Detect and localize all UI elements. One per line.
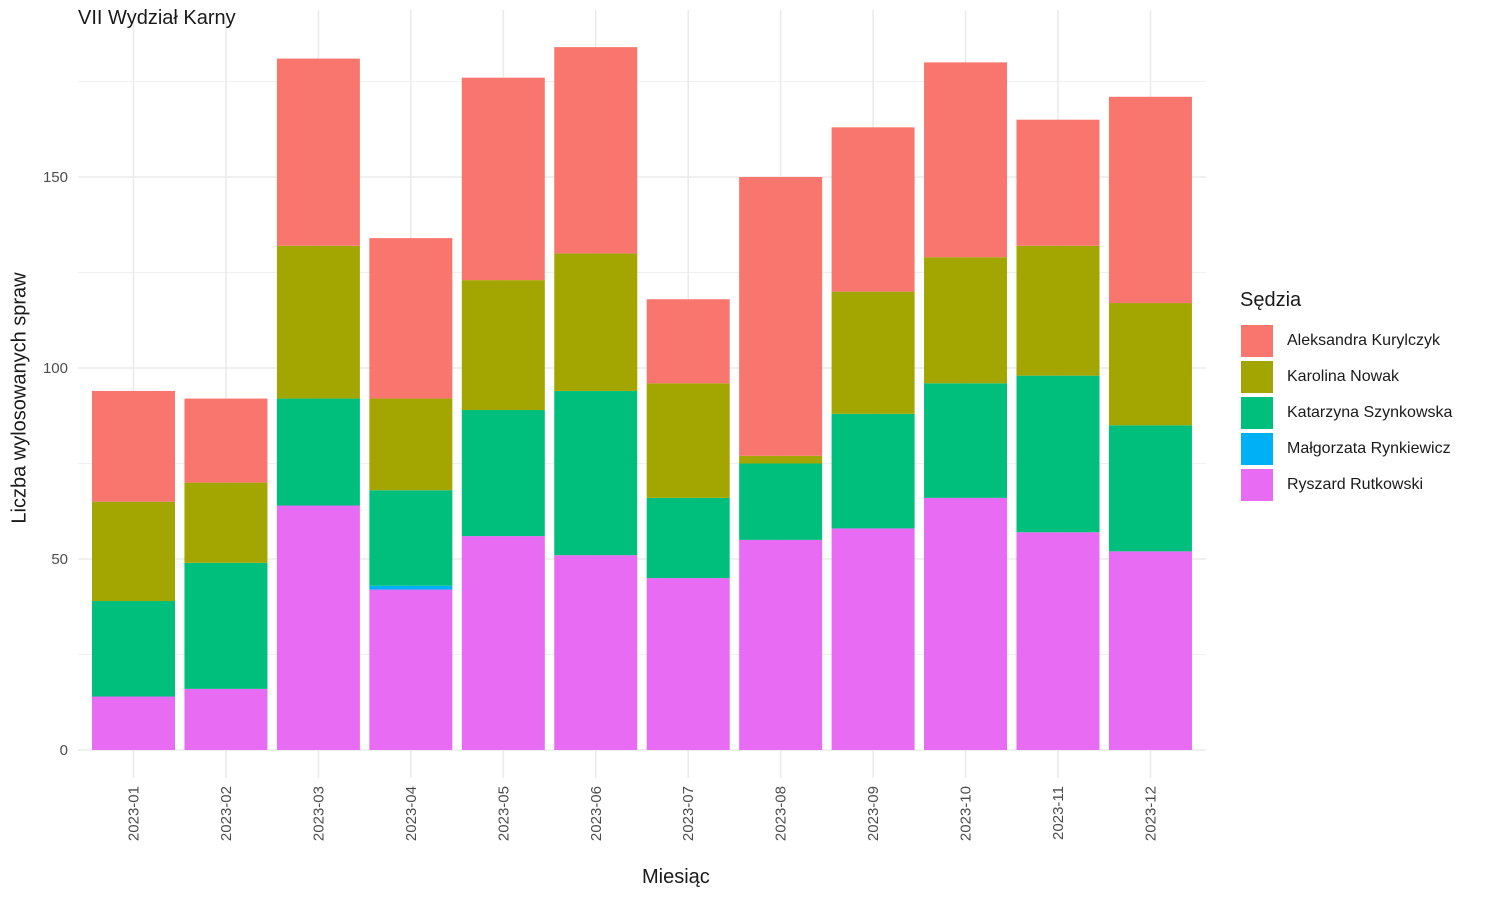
bar-segment <box>184 688 268 750</box>
bar-segment <box>184 562 268 689</box>
legend: Sędzia Aleksandra Kurylczyk Karolina Nowa… <box>1240 289 1452 503</box>
bar-segment <box>369 238 453 399</box>
chart-title: VII Wydział Karny <box>78 7 236 29</box>
bar-segment <box>92 601 175 697</box>
bar-segment <box>646 578 730 750</box>
bar-segment <box>924 497 1008 750</box>
y-tick-label: 0 <box>60 742 68 759</box>
bar-segment <box>924 257 1008 384</box>
bar-segment <box>461 280 545 411</box>
bar-segment <box>1108 96 1192 304</box>
bar-segment <box>646 497 730 579</box>
legend-title: Sędzia <box>1240 289 1302 311</box>
bar-segment <box>369 398 453 491</box>
legend-label: Katarzyna Szynkowska <box>1287 404 1453 421</box>
bar-segment <box>461 77 545 281</box>
bar-segment <box>831 127 915 292</box>
bar-segment <box>739 539 823 750</box>
x-tick-label: 2023-08 <box>773 786 790 841</box>
bar-segment <box>646 299 730 384</box>
y-tick-label: 150 <box>43 169 68 186</box>
bar-segment <box>276 245 360 399</box>
bar-segment <box>461 536 545 750</box>
legend-label: Małgorzata Rynkiewicz <box>1287 440 1451 457</box>
y-axis-ticks: 0 50 100 150 <box>43 169 68 759</box>
bar-segment <box>276 58 360 246</box>
bar-segment <box>369 589 453 750</box>
legend-label: Aleksandra Kurylczyk <box>1287 332 1440 349</box>
bar-segment <box>739 177 823 456</box>
bar-segment <box>1016 375 1100 533</box>
bar-segment <box>924 62 1008 258</box>
x-tick-label: 2023-11 <box>1050 786 1067 840</box>
bars-group <box>92 47 1192 750</box>
x-tick-label: 2023-10 <box>958 786 975 841</box>
legend-item: Małgorzata Rynkiewicz <box>1240 431 1452 467</box>
bar-segment <box>92 501 175 602</box>
x-tick-label: 2023-06 <box>588 786 605 841</box>
legend-label: Ryszard Rutkowski <box>1287 476 1424 493</box>
bar-segment <box>1016 119 1100 246</box>
bar-segment <box>554 390 638 556</box>
legend-item: Aleksandra Kurylczyk <box>1240 323 1452 359</box>
bar-segment <box>924 383 1008 498</box>
x-tick-label: 2023-05 <box>495 786 512 841</box>
legend-item: Karolina Nowak <box>1240 359 1452 395</box>
bar-segment <box>1108 425 1192 552</box>
legend-item: Ryszard Rutkowski <box>1240 467 1452 503</box>
bar-segment <box>739 463 823 540</box>
bar-segment <box>1108 303 1192 426</box>
x-tick-label: 2023-02 <box>218 786 235 841</box>
x-tick-label: 2023-01 <box>126 786 143 841</box>
x-tick-label: 2023-03 <box>310 786 327 841</box>
y-tick-label: 50 <box>51 551 68 568</box>
bar-segment <box>1108 551 1192 750</box>
bar-segment <box>831 528 915 750</box>
bar-segment <box>369 585 453 590</box>
x-tick-label: 2023-09 <box>865 786 882 841</box>
legend-item: Katarzyna Szynkowska <box>1240 395 1452 431</box>
y-axis-label: Liczba wylosowanych spraw <box>8 272 31 524</box>
legend-swatch <box>1240 324 1274 358</box>
bar-segment <box>1016 532 1100 750</box>
bar-segment <box>184 398 268 483</box>
legend-swatch <box>1240 468 1274 502</box>
bar-segment <box>554 555 638 750</box>
bar-segment <box>739 455 823 464</box>
bar-segment <box>276 398 360 506</box>
legend-swatch <box>1240 432 1274 466</box>
legend-items: Aleksandra Kurylczyk Karolina Nowak Katarz… <box>1240 323 1452 503</box>
bar-segment <box>92 390 175 502</box>
x-axis-ticks: 2023-01 2023-02 2023-03 2023-04 2023-05 2023-… <box>126 786 1160 841</box>
legend-swatch <box>1240 396 1274 430</box>
legend-label: Karolina Nowak <box>1287 368 1400 385</box>
legend-swatch <box>1240 360 1274 394</box>
bar-segment <box>92 696 175 750</box>
bar-segment <box>1016 245 1100 376</box>
bar-segment <box>369 490 453 586</box>
x-tick-label: 2023-12 <box>1142 786 1159 841</box>
bar-segment <box>554 47 638 254</box>
x-tick-label: 2023-07 <box>680 786 697 841</box>
bar-segment <box>831 413 915 529</box>
bar-segment <box>554 253 638 391</box>
x-axis-label: Miesiąc <box>642 866 710 888</box>
x-tick-label: 2023-04 <box>403 786 420 841</box>
bar-segment <box>461 410 545 537</box>
bar-segment <box>831 291 915 414</box>
bar-segment <box>276 505 360 750</box>
y-tick-label: 100 <box>43 360 68 377</box>
bar-segment <box>646 383 730 498</box>
bar-segment <box>184 482 268 563</box>
